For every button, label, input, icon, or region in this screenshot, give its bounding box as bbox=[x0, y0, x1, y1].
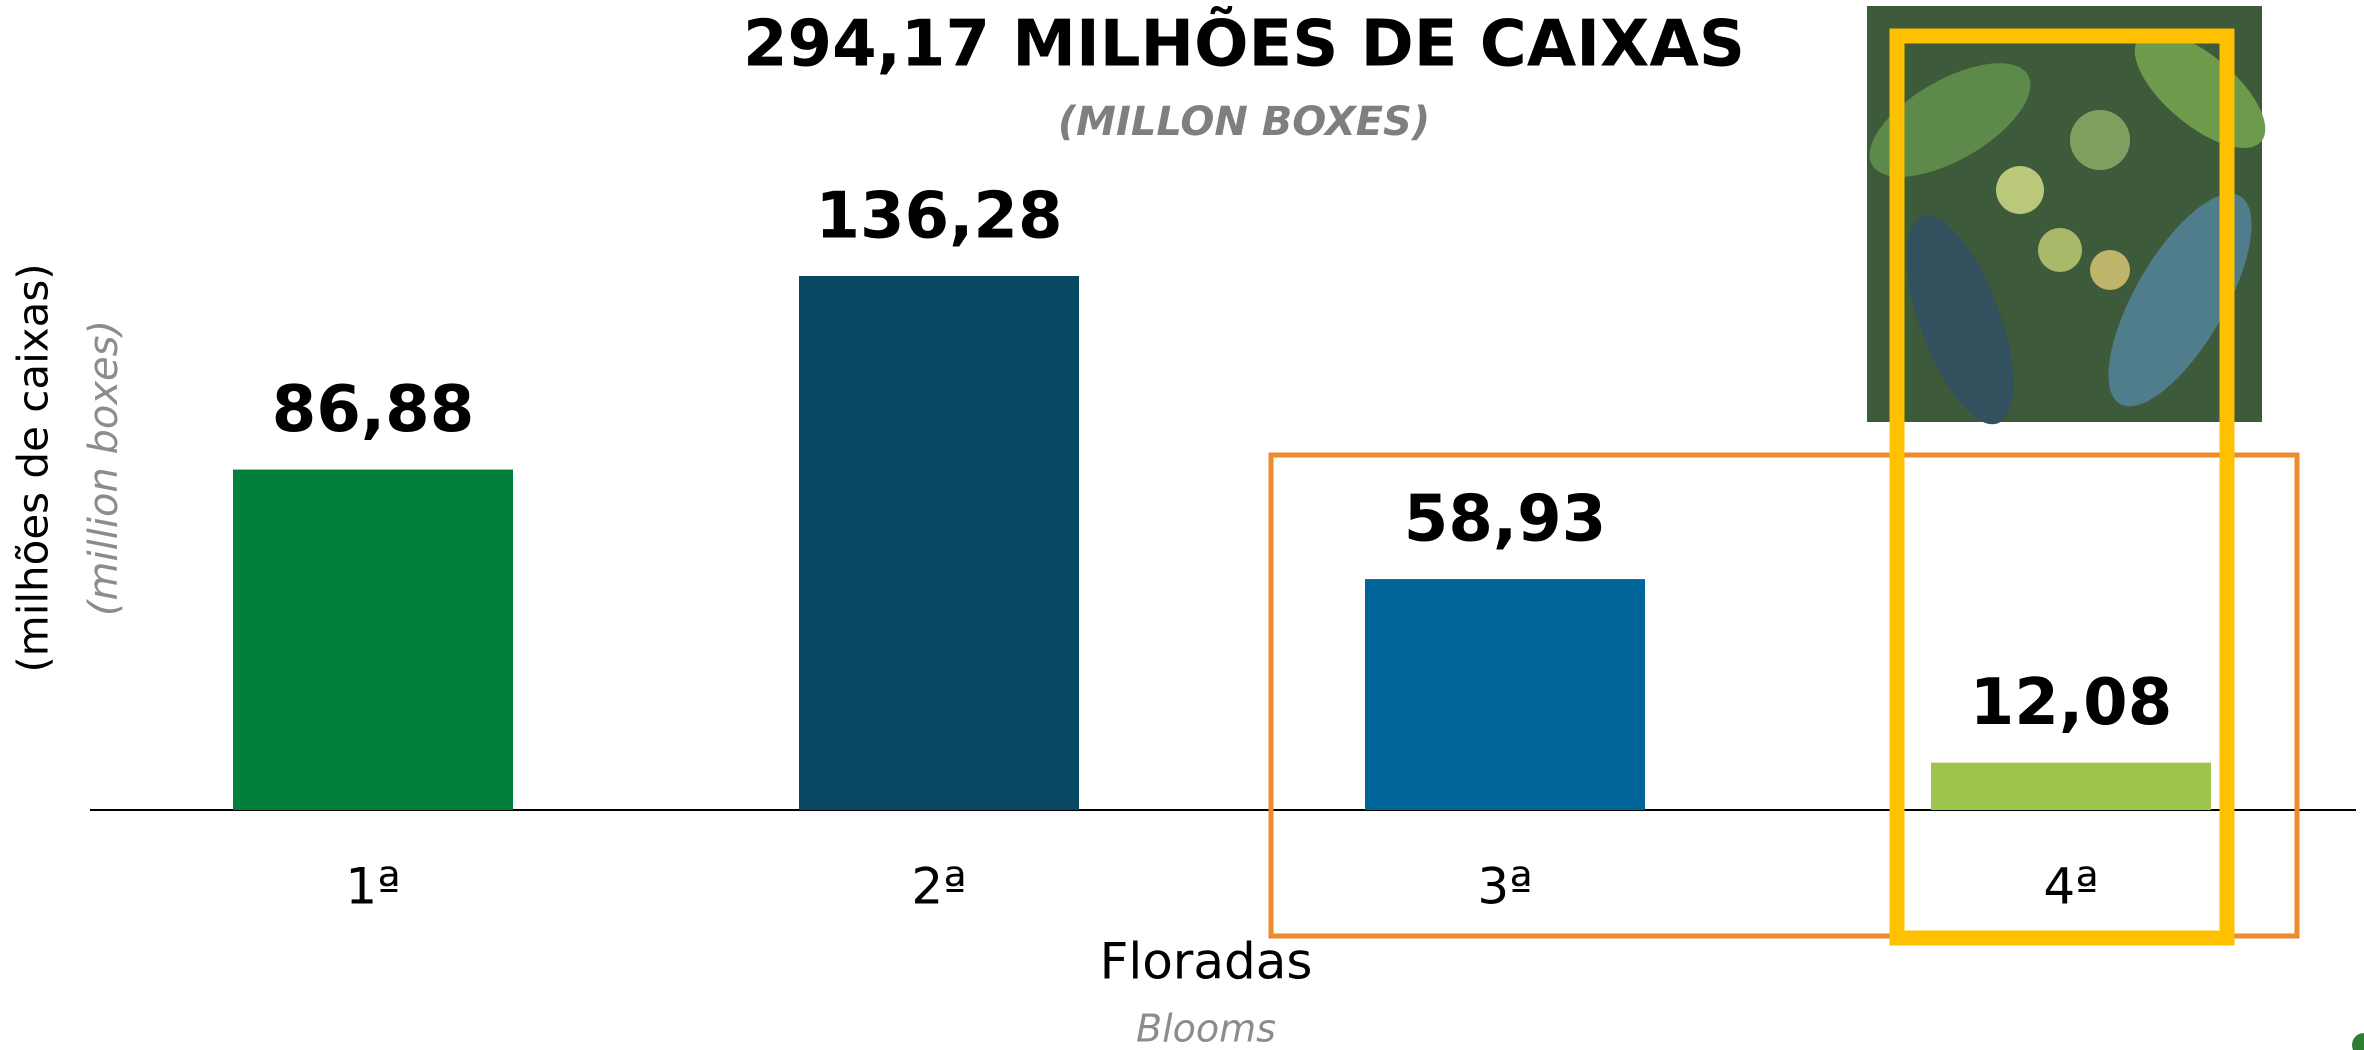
x-tick-label: 1ª bbox=[345, 858, 400, 916]
chart-subtitle: (MILLON BOXES) bbox=[1058, 99, 1430, 145]
chart-title: 294,17 MILHÕES DE CAIXAS bbox=[743, 6, 1745, 82]
bar bbox=[799, 276, 1079, 810]
photo-fruit bbox=[1996, 166, 2044, 214]
bar bbox=[1931, 763, 2211, 810]
photo-fruit bbox=[2090, 250, 2130, 290]
data-label: 12,08 bbox=[1970, 666, 2172, 740]
photo bbox=[1852, 6, 2284, 437]
data-label: 58,93 bbox=[1404, 483, 1606, 557]
x-tick-label: 3ª bbox=[1477, 858, 1532, 916]
chart: 294,17 MILHÕES DE CAIXAS (MILLON BOXES) … bbox=[0, 0, 2364, 1050]
corner-dot bbox=[2352, 1033, 2364, 1050]
bar bbox=[233, 470, 513, 810]
x-tick-label: 2ª bbox=[911, 858, 966, 916]
x-axis-title: Floradas bbox=[1100, 933, 1313, 991]
x-tick-label: 4ª bbox=[2043, 858, 2098, 916]
bar bbox=[1365, 579, 1645, 810]
y-axis-subtitle: (million boxes) bbox=[81, 320, 127, 616]
photo-fruit bbox=[2070, 110, 2130, 170]
page: 294,17 MILHÕES DE CAIXAS (MILLON BOXES) … bbox=[0, 0, 2364, 1050]
x-axis-subtitle: Blooms bbox=[1136, 1007, 1276, 1050]
photo-fruit bbox=[2038, 228, 2082, 272]
data-label: 136,28 bbox=[816, 180, 1063, 254]
y-axis-title: (milhões de caixas) bbox=[9, 263, 58, 672]
data-label: 86,88 bbox=[272, 373, 474, 447]
